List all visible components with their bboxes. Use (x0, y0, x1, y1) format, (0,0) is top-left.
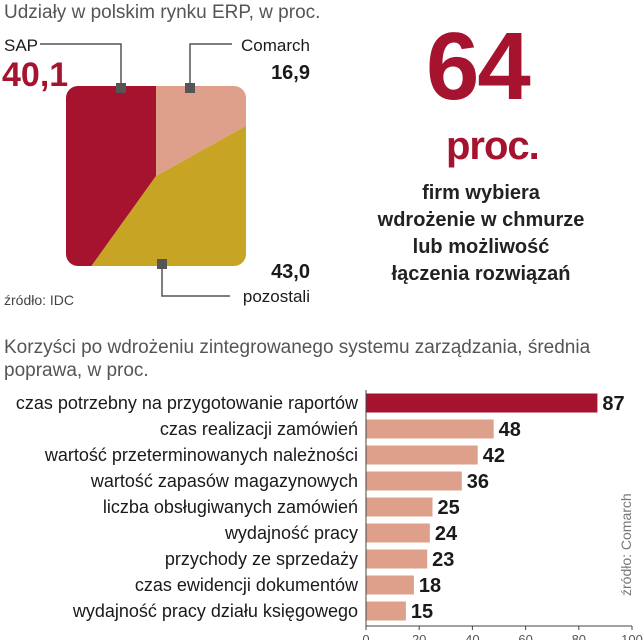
pie-value-pozostali: 43,0 (271, 261, 310, 283)
bar-category-label: czas potrzebny na przygotowanie raportów (16, 393, 359, 413)
leader-line-sap (40, 43, 122, 86)
bar (366, 549, 428, 569)
x-tick-label: 40 (465, 632, 479, 640)
leader-marker-comarch (185, 83, 195, 93)
x-tick-label: 0 (362, 632, 369, 640)
bar-value-label: 18 (419, 575, 441, 597)
bar (366, 393, 598, 413)
bar-category-label: wartość przeterminowanych należności (44, 445, 358, 465)
bar-value-label: 36 (467, 471, 489, 493)
pie-slice-pozostali (66, 86, 246, 266)
pie-label-sap: SAP (4, 36, 38, 55)
pie-chart-source: źródło: IDC (4, 292, 75, 308)
fact-text: firm wybiera wdrożenie w chmurze lub moż… (346, 180, 616, 288)
fact-number: 64 (426, 13, 531, 120)
bar-category-label: wartość zapasów magazynowych (90, 471, 358, 491)
x-tick-label: 20 (412, 632, 426, 640)
fact-text-line: wdrożenie w chmurze (377, 209, 585, 231)
fact-text-line: łączenia rozwiązań (391, 263, 571, 285)
bar-value-label: 25 (438, 497, 460, 519)
bar-value-label: 48 (499, 419, 521, 441)
leader-line-pozostali (161, 266, 230, 297)
bar-value-label: 15 (411, 601, 433, 623)
fact-unit: proc. (446, 124, 540, 168)
pie-slice-comarch (156, 86, 246, 176)
bar-value-label: 23 (432, 549, 454, 571)
leader-marker-pozostali (157, 259, 167, 269)
fact-text-line: lub możliwość (412, 236, 550, 258)
bar (366, 575, 414, 595)
bar-category-label: czas ewidencji dokumentów (135, 575, 359, 595)
x-tick-label: 60 (518, 632, 532, 640)
x-tick-label: 100 (621, 632, 643, 640)
bar (366, 471, 462, 491)
bar (366, 497, 433, 517)
pie-value-sap: 40,1 (2, 56, 68, 94)
bar-value-label: 42 (483, 445, 505, 467)
bar-chart-title: Korzyści po wdrożeniu zintegrowanego sys… (4, 337, 591, 381)
pie-value-comarch: 16,9 (271, 62, 310, 84)
leader-marker-sap (116, 83, 126, 93)
bar (366, 523, 430, 543)
bar-value-label: 87 (602, 393, 624, 415)
bar-value-label: 24 (435, 523, 458, 545)
leader-line-comarch (189, 43, 232, 86)
bar-category-label: wydajność pracy (224, 523, 358, 543)
bar-category-label: czas realizacji zamówień (160, 419, 358, 439)
pie-label-comarch: Comarch (241, 36, 310, 55)
x-tick-label: 80 (572, 632, 586, 640)
pie-chart-title: Udziały w polskim rynku ERP, w proc. (4, 2, 321, 23)
bar-category-label: wydajność pracy działu księgowego (72, 601, 358, 621)
pie-label-pozostali: pozostali (243, 287, 310, 306)
bar (366, 419, 494, 439)
bar (366, 445, 478, 465)
fact-text-line: firm wybiera (422, 182, 540, 204)
bar-category-label: przychody ze sprzedaży (165, 549, 358, 569)
bar-category-label: liczba obsługiwanych zamówień (103, 497, 358, 517)
bar (366, 601, 406, 621)
